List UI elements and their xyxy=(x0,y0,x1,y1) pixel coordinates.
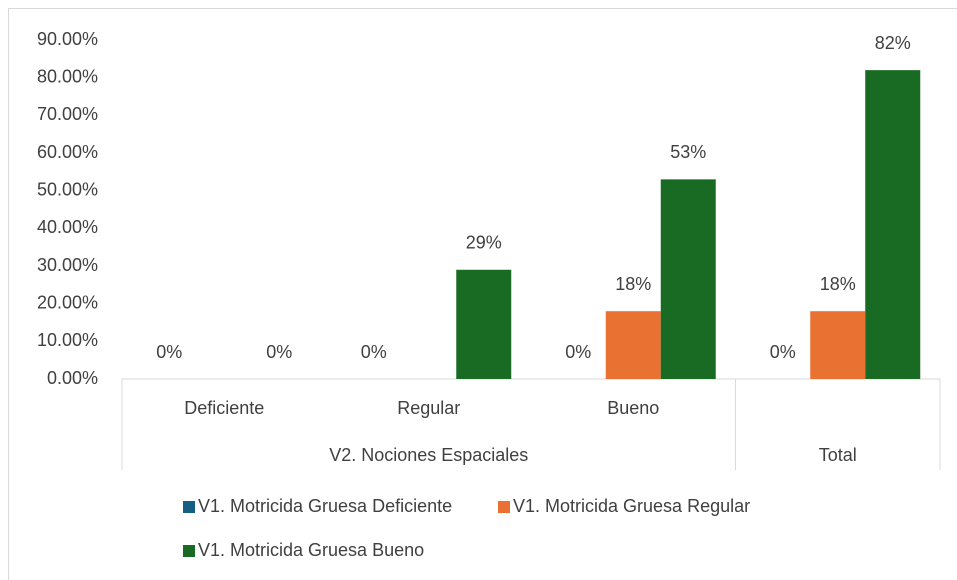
data-label: 18% xyxy=(820,274,856,294)
y-tick-label: 20.00% xyxy=(37,292,98,312)
y-tick-label: 40.00% xyxy=(37,217,98,237)
data-label: 0% xyxy=(565,342,591,362)
data-label: 0% xyxy=(770,342,796,362)
data-label: 18% xyxy=(615,274,651,294)
bar xyxy=(865,70,921,379)
data-label: 82% xyxy=(875,33,911,53)
x-group-label: V2. Nociones Espaciales xyxy=(329,445,528,465)
data-label: 0% xyxy=(156,342,182,362)
y-tick-label: 60.00% xyxy=(37,142,98,162)
y-tick-label: 70.00% xyxy=(37,104,98,124)
data-label: 53% xyxy=(670,142,706,162)
legend-label: V1. Motricida Gruesa Deficiente xyxy=(198,496,452,516)
chart-frame xyxy=(8,8,957,580)
bar xyxy=(605,311,661,379)
y-tick-label: 50.00% xyxy=(37,179,98,199)
y-tick-label: 80.00% xyxy=(37,66,98,86)
legend-label: V1. Motricida Gruesa Regular xyxy=(513,496,750,516)
legend-label: V1. Motricida Gruesa Bueno xyxy=(198,540,424,560)
legend-swatch xyxy=(183,501,195,513)
y-tick-label: 10.00% xyxy=(37,330,98,350)
y-tick-label: 30.00% xyxy=(37,255,98,275)
legend-swatch xyxy=(498,501,510,513)
x-group-label: Total xyxy=(819,445,857,465)
data-label: 29% xyxy=(466,233,502,253)
data-label: 0% xyxy=(361,342,387,362)
y-tick-label: 90.00% xyxy=(37,29,98,49)
bar xyxy=(456,269,512,379)
x-tick-label: Regular xyxy=(397,398,460,418)
bar xyxy=(660,179,716,379)
legend-swatch xyxy=(183,545,195,557)
bar xyxy=(810,311,866,379)
x-tick-label: Bueno xyxy=(607,398,659,418)
x-tick-label: Deficiente xyxy=(184,398,264,418)
y-tick-label: 0.00% xyxy=(47,368,98,388)
data-label: 0% xyxy=(266,342,292,362)
